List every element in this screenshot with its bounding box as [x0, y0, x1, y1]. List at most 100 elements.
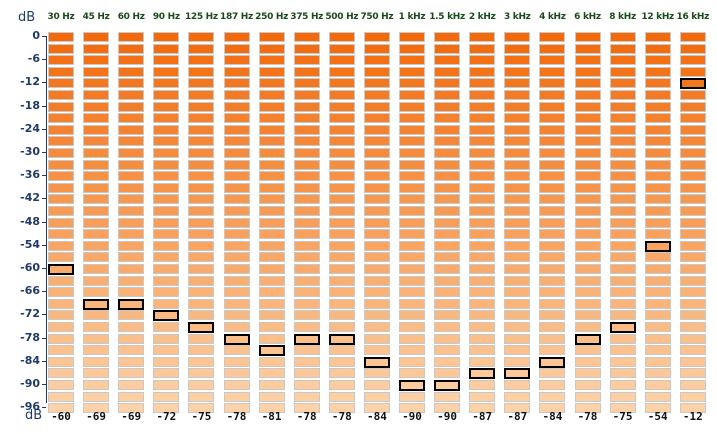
band-level-cell — [48, 206, 74, 216]
db-tick-label: -24 — [20, 121, 40, 135]
band-level-cell — [118, 43, 145, 54]
band-level-cell — [48, 403, 74, 414]
band-level-cell — [258, 43, 285, 54]
band-level-cell — [48, 194, 74, 205]
band-level-cell — [644, 136, 671, 147]
band-level-cell — [539, 391, 566, 402]
band-level-cell — [434, 356, 461, 367]
band-level-value: -69 — [121, 410, 142, 423]
band-level-cell — [153, 275, 180, 286]
band-level-cell — [434, 310, 461, 321]
band-level-cell — [574, 101, 601, 112]
band-level-cell — [118, 194, 145, 205]
band-level-cell — [539, 124, 566, 135]
band-level-cell — [83, 136, 110, 147]
band-level-cell — [83, 43, 110, 54]
band-level-cell — [679, 32, 706, 42]
band-level-cell — [258, 380, 285, 390]
band-level-cell — [188, 32, 215, 42]
band-level-cell — [363, 148, 390, 158]
db-tick-label: -36 — [20, 168, 40, 182]
band-level-cell — [644, 310, 671, 321]
band-level-cell — [118, 287, 145, 298]
band-level-cell — [153, 356, 180, 367]
band-level-cell — [434, 252, 461, 263]
band-level-cell — [48, 171, 74, 182]
band-level-cell — [574, 310, 601, 321]
band-level-cell — [293, 101, 320, 112]
band-level-cell — [574, 171, 601, 182]
band-level-cell — [679, 298, 706, 309]
band-level-value: -78 — [226, 410, 247, 423]
band-level-cell — [363, 345, 390, 356]
band-level-cell — [504, 78, 531, 89]
band-level-cell — [48, 90, 74, 100]
band-level-cell — [188, 333, 215, 344]
band-level-cell — [504, 182, 531, 193]
band-level-cell — [504, 171, 531, 182]
band-level-cell — [504, 229, 531, 240]
band-level-cell — [399, 206, 425, 216]
band-level-cell — [83, 356, 110, 367]
band-level-cell — [363, 275, 390, 286]
band-level-cell — [188, 101, 215, 112]
band-level-cell — [48, 298, 74, 309]
band-level-value: -78 — [577, 410, 598, 423]
band-level-cell — [539, 136, 566, 147]
band-level-cell — [539, 32, 566, 42]
db-tick-label: -42 — [20, 191, 40, 205]
band-level-cell — [83, 275, 110, 286]
band-level-cell — [153, 66, 180, 77]
band-level-cell — [469, 78, 496, 89]
band-level-cell — [328, 194, 355, 205]
band-peak-marker — [223, 333, 250, 345]
band-frequency-label: 4 kHz — [539, 12, 566, 22]
band-level-cell — [293, 148, 320, 158]
band-level-value: -90 — [437, 410, 458, 423]
band-level-cell — [293, 356, 320, 367]
band-level-cell — [153, 240, 180, 251]
band-level-cell — [328, 171, 355, 182]
band-level-cell — [469, 194, 496, 205]
band-level-cell — [223, 66, 250, 77]
band-level-cell — [504, 345, 531, 356]
band-level-cell — [83, 55, 110, 66]
band-level-cell — [223, 55, 250, 66]
db-tick-mark — [42, 152, 46, 153]
band-level-cell — [399, 229, 425, 240]
band-level-cell — [574, 322, 601, 332]
band-level-cell — [574, 43, 601, 54]
band-level-cell — [679, 194, 706, 205]
band-level-cell — [258, 182, 285, 193]
band-level-cell — [293, 66, 320, 77]
db-tick-mark — [42, 384, 46, 385]
band-level-cell — [188, 206, 215, 216]
band-level-cell — [223, 391, 250, 402]
band-level-cell — [679, 275, 706, 286]
band-level-cell — [83, 333, 110, 344]
band-level-cell — [48, 310, 74, 321]
band-peak-marker — [644, 240, 671, 252]
band-level-cell — [504, 124, 531, 135]
band-level-cell — [504, 32, 531, 42]
band-level-cell — [118, 159, 145, 170]
band-level-cell — [574, 275, 601, 286]
band-level-cell — [118, 182, 145, 193]
band-level-cell — [434, 159, 461, 170]
band-level-cell — [609, 159, 636, 170]
band-level-cell — [609, 136, 636, 147]
band-level-cell — [83, 391, 110, 402]
band-level-cell — [609, 391, 636, 402]
band-level-cell — [188, 159, 215, 170]
band-level-cell — [293, 32, 320, 42]
band-level-cell — [644, 333, 671, 344]
band-level-cell — [328, 124, 355, 135]
band-peak-marker — [293, 333, 320, 345]
band-level-cell — [48, 124, 74, 135]
band-level-cell — [153, 113, 180, 124]
band-level-cell — [679, 322, 706, 332]
band-level-cell — [609, 356, 636, 367]
band-level-cell — [293, 43, 320, 54]
band-level-cell — [644, 182, 671, 193]
band-level-cell — [539, 229, 566, 240]
